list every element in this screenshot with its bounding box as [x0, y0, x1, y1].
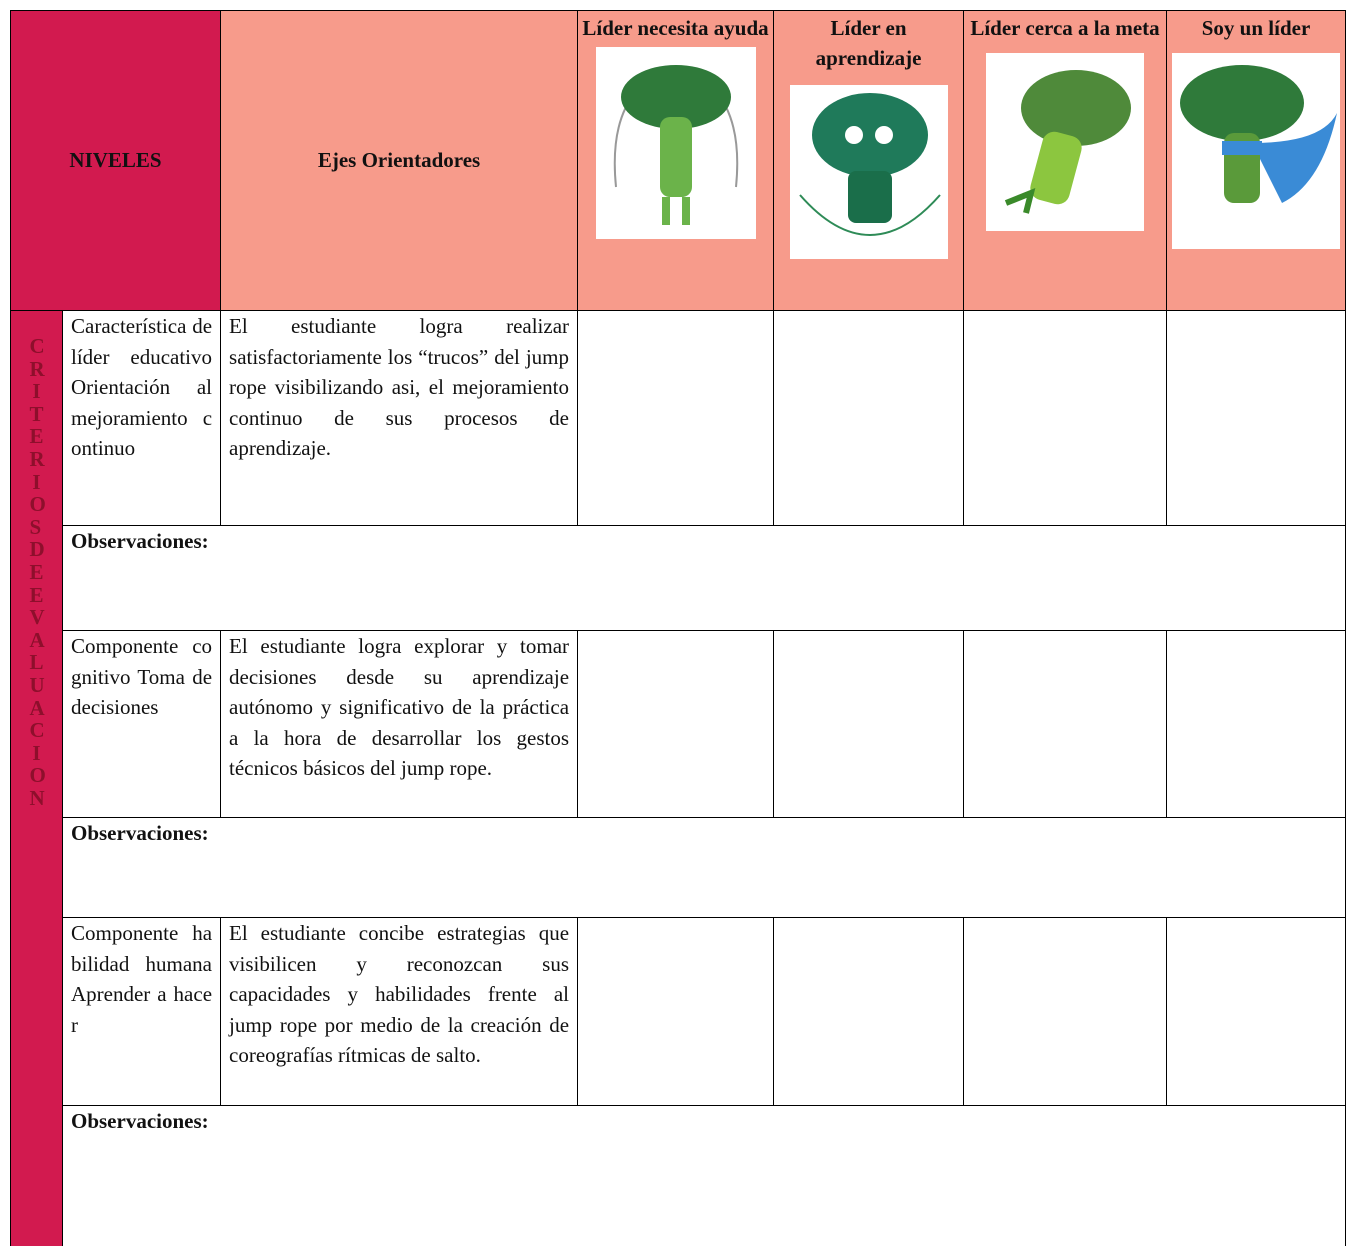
criterion-row: CRITERIOS DE EVALUACION Característica d… [10, 310, 1347, 1246]
rubric-table: NIVELES Ejes Orientadores Líder necesita… [9, 10, 1347, 1246]
level-header: Líder cerca a la meta [963, 10, 1168, 311]
broccoli-image [789, 85, 948, 259]
observations: Observaciones: [61, 525, 1347, 631]
observation-row: Observaciones: [11, 1105, 1347, 1246]
description: El estudiante concibe estrategias que vi… [220, 917, 579, 1106]
criterion-row: Componente habilidad humana Aprender a h… [11, 917, 1347, 1106]
criterion: Componente habilidad humana Aprender a h… [61, 917, 222, 1106]
level-header: Líder necesita ayuda [577, 10, 775, 311]
level-header: Líder en aprendizaje [773, 10, 965, 311]
observation-row: Observaciones: [11, 525, 1347, 631]
criterion: Componente cognitivo Toma de decisiones [61, 630, 222, 818]
observation-row: Observaciones: [11, 817, 1347, 918]
broccoli-image [595, 47, 756, 239]
empty-cell [577, 310, 775, 526]
level-title: Líder necesita ayuda [582, 16, 769, 40]
level-header: Soy un líder [1166, 10, 1347, 311]
empty-cell [577, 630, 775, 818]
empty-cell [1166, 630, 1347, 818]
empty-cell [1166, 310, 1347, 526]
empty-cell [773, 630, 965, 818]
criterion-row: Componente cognitivo Toma de decisiones … [11, 630, 1347, 818]
broccoli-image [1172, 53, 1341, 249]
broccoli-image [986, 53, 1145, 231]
header-row: NIVELES Ejes Orientadores Líder necesita… [9, 10, 1347, 311]
empty-cell [773, 917, 965, 1106]
axes-label: Ejes Orientadores [220, 10, 579, 311]
description: El estudiante logra explorar y tomar dec… [220, 630, 579, 818]
empty-cell [963, 310, 1168, 526]
empty-cell [1166, 917, 1347, 1106]
criterion: Característica de líder educativo Orient… [61, 310, 222, 526]
empty-cell [963, 917, 1168, 1106]
side-cell: CRITERIOS DE EVALUACION [10, 310, 63, 1246]
level-title: Líder cerca a la meta [970, 16, 1160, 40]
observations: Observaciones: [61, 1105, 1347, 1246]
observations: Observaciones: [61, 817, 1347, 918]
level-title: Líder en aprendizaje [815, 16, 922, 70]
empty-cell [577, 917, 775, 1106]
levels-label: NIVELES [9, 10, 222, 311]
level-title: Soy un líder [1201, 16, 1311, 40]
empty-cell [773, 310, 965, 526]
side-label: CRITERIOS DE EVALUACION [29, 334, 49, 810]
empty-cell [963, 630, 1168, 818]
description: El estudiante logra realizar satisfactor… [220, 310, 579, 526]
